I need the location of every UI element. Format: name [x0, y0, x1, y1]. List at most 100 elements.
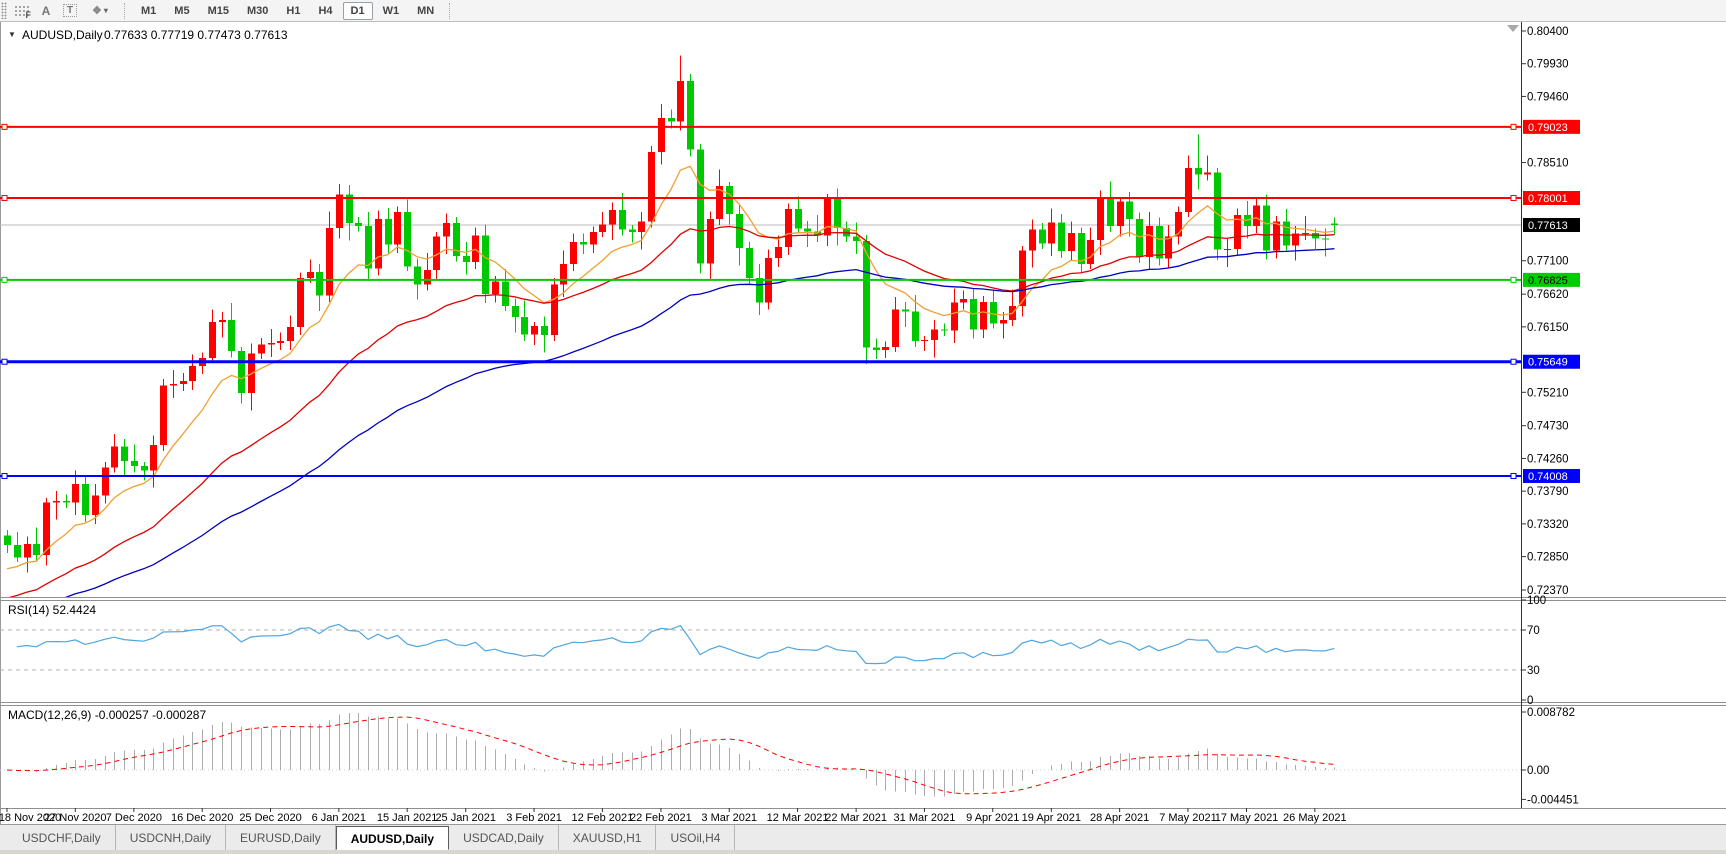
rsi-line — [16, 623, 1335, 665]
arrows-tool-button[interactable]: ❖ ▾ — [83, 2, 117, 20]
svg-text:0.78510: 0.78510 — [1527, 158, 1569, 170]
horizontal-line-0.79023[interactable]: 0.79023 — [0, 119, 1580, 134]
svg-text:0.75210: 0.75210 — [1527, 387, 1569, 399]
svg-text:3 Mar 2021: 3 Mar 2021 — [701, 812, 757, 824]
macd-histogram — [17, 712, 1335, 797]
svg-text:19 Apr 2021: 19 Apr 2021 — [1022, 812, 1081, 824]
svg-text:0.76825: 0.76825 — [1528, 275, 1568, 287]
horizontal-line-0.75649[interactable]: 0.75649 — [0, 354, 1580, 369]
macd-label: MACD(12,26,9) -0.000257 -0.000287 — [8, 708, 206, 722]
horizontal-line-0.74008[interactable]: 0.74008 — [0, 468, 1580, 483]
svg-text:0.00: 0.00 — [1527, 765, 1549, 777]
timeframe-button-h1[interactable]: H1 — [286, 4, 301, 17]
svg-text:18 Nov 2020: 18 Nov 2020 — [0, 812, 61, 824]
timeframe-button-m30[interactable]: M30 — [246, 4, 269, 17]
svg-text:25 Dec 2020: 25 Dec 2020 — [239, 812, 301, 824]
svg-text:0.73320: 0.73320 — [1527, 519, 1569, 531]
svg-text:0.74730: 0.74730 — [1527, 421, 1569, 433]
rsi-label: RSI(14) 52.4424 — [8, 603, 96, 617]
moving-average-lines — [6, 165, 1335, 597]
chart-tab-bar: USDCHF,Daily USDCNH,Daily EURUSD,Daily AUDU… — [0, 824, 1726, 850]
chart-tab-eurusd[interactable]: EURUSD,Daily — [226, 825, 336, 850]
macd-signal-line — [6, 716, 1335, 795]
toolbar: F A T ❖ ▾ M1 M5 M15 M30 H1 H4 D1 W1 MN — [0, 0, 1726, 22]
svg-text:7 Dec 2020: 7 Dec 2020 — [106, 812, 162, 824]
macd-indicator: 0.008782 0.00 -0.004451 — [0, 707, 1579, 806]
svg-text:0.77613: 0.77613 — [1528, 220, 1568, 232]
fibonacci-icon — [14, 4, 29, 17]
toolbar-grip[interactable] — [1, 2, 7, 19]
svg-text:0.72850: 0.72850 — [1527, 552, 1569, 564]
svg-text:22 Feb 2021: 22 Feb 2021 — [630, 812, 692, 824]
chevron-down-icon: ▾ — [103, 6, 108, 15]
fibonacci-tool-button[interactable]: F — [11, 2, 33, 20]
svg-text:9 Apr 2021: 9 Apr 2021 — [966, 812, 1019, 824]
chart-tab-usdcad[interactable]: USDCAD,Daily — [449, 825, 559, 850]
timeframe-button-w1[interactable]: W1 — [382, 4, 400, 17]
chart-collapse-icon[interactable]: ▼ — [8, 30, 16, 39]
svg-text:0: 0 — [1527, 695, 1533, 707]
price-axis-labels: 0.80400 0.79930 0.79460 0.78510 0.77100 0.766… — [1521, 26, 1569, 597]
svg-text:-0.004451: -0.004451 — [1527, 794, 1579, 806]
chart-symbol-title: AUDUSD,Daily — [22, 28, 103, 42]
timeframe-button-m1[interactable]: M1 — [141, 4, 157, 17]
svg-text:0.80400: 0.80400 — [1527, 26, 1569, 38]
timeframe-button-m5[interactable]: M5 — [174, 4, 190, 17]
timeframe-button-h4[interactable]: H4 — [318, 4, 333, 17]
candles — [4, 55, 1338, 573]
svg-text:3 Feb 2021: 3 Feb 2021 — [506, 812, 562, 824]
arrows-icon: ❖ — [92, 5, 102, 17]
svg-text:0.77100: 0.77100 — [1527, 256, 1569, 268]
svg-text:0.79930: 0.79930 — [1527, 59, 1569, 71]
svg-text:0.73790: 0.73790 — [1527, 486, 1569, 498]
timeframe-button-mn[interactable]: MN — [417, 4, 435, 17]
svg-text:31 Mar 2021: 31 Mar 2021 — [894, 812, 956, 824]
rsi-indicator: 100 70 30 0 — [0, 595, 1546, 707]
timeframe-button-d1[interactable]: D1 — [342, 1, 373, 20]
svg-text:7 May 2021: 7 May 2021 — [1159, 812, 1216, 824]
svg-text:0.79460: 0.79460 — [1527, 91, 1569, 103]
pane-separator-rsi[interactable] — [0, 597, 1726, 601]
pane-separator-macd[interactable] — [0, 702, 1726, 706]
svg-text:0.76150: 0.76150 — [1527, 322, 1569, 334]
svg-text:16 Dec 2020: 16 Dec 2020 — [171, 812, 233, 824]
svg-text:17 May 2021: 17 May 2021 — [1215, 812, 1279, 824]
status-strip — [0, 850, 1726, 854]
horizontal-level-lines[interactable]: 0.79023 0.78001 0.76825 0.75649 0.74008 — [0, 119, 1580, 483]
toolbar-separator — [124, 2, 126, 19]
svg-text:28 Apr 2021: 28 Apr 2021 — [1090, 812, 1149, 824]
fibonacci-icon-letter: F — [25, 9, 32, 20]
text-label-icon: T — [62, 4, 78, 17]
chart-tab-audusd[interactable]: AUDUSD,Daily — [335, 826, 450, 850]
chart-tab-usdchf[interactable]: USDCHF,Daily — [8, 825, 116, 850]
svg-text:12 Feb 2021: 12 Feb 2021 — [571, 812, 633, 824]
svg-text:0.75649: 0.75649 — [1528, 357, 1568, 369]
chart-tab-xauusd[interactable]: XAUUSD,H1 — [559, 825, 657, 850]
svg-text:0.74008: 0.74008 — [1528, 471, 1568, 483]
svg-text:0.008782: 0.008782 — [1527, 707, 1575, 719]
text-label-tool-button[interactable]: T — [59, 2, 81, 20]
timeframe-button-group: M1 M5 M15 M30 H1 H4 D1 W1 MN — [132, 1, 443, 20]
svg-text:70: 70 — [1527, 625, 1540, 637]
svg-text:0.76620: 0.76620 — [1527, 289, 1569, 301]
timeframe-button-m15[interactable]: M15 — [207, 4, 229, 17]
svg-text:30: 30 — [1527, 665, 1540, 677]
svg-text:100: 100 — [1527, 595, 1546, 607]
svg-text:22 Mar 2021: 22 Mar 2021 — [825, 812, 887, 824]
chart-ohlc-values: 0.77633 0.77719 0.77473 0.77613 — [104, 28, 288, 42]
svg-text:0.79023: 0.79023 — [1528, 122, 1568, 134]
horizontal-line-0.78001[interactable]: 0.78001 — [0, 191, 1580, 206]
chart-shift-marker[interactable] — [1507, 25, 1519, 32]
text-tool-button[interactable]: A — [35, 2, 57, 20]
svg-text:26 May 2021: 26 May 2021 — [1283, 812, 1347, 824]
horizontal-line-0.76825[interactable]: 0.76825 — [0, 272, 1580, 287]
svg-text:15 Jan 2021: 15 Jan 2021 — [377, 812, 438, 824]
toolbar-separator — [449, 2, 451, 19]
text-icon: A — [41, 3, 51, 18]
svg-text:25 Jan 2021: 25 Jan 2021 — [435, 812, 496, 824]
chart-tab-usdcnh[interactable]: USDCNH,Daily — [116, 825, 227, 850]
chart-tab-usoil[interactable]: USOil,H4 — [656, 825, 736, 850]
